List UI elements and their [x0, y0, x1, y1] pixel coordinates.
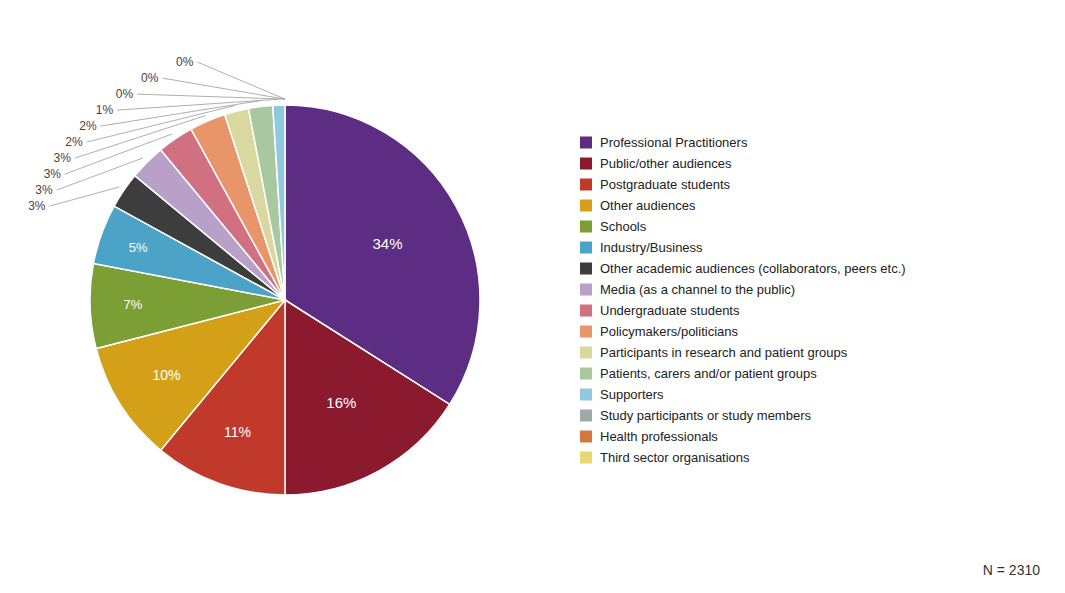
data-labels: 34%16%11%10%7%5%0%0%0%1%2%2%3%3%3%3%	[28, 55, 402, 440]
legend: Professional Practitioners Public/other a…	[580, 135, 906, 465]
data-label: 11%	[224, 424, 251, 440]
legend-swatch	[580, 431, 592, 443]
legend-entry: Participants in research and patient gro…	[600, 345, 848, 360]
pie-slice	[273, 105, 285, 300]
legend-entry: Third sector organisations	[600, 450, 750, 465]
chart: 34%16%11%10%7%5%0%0%0%1%2%2%3%3%3%3%Prof…	[0, 0, 1065, 593]
leader-line	[57, 158, 143, 190]
legend-entry: Undergraduate students	[600, 303, 740, 318]
legend-swatch	[580, 368, 592, 380]
legend-swatch	[580, 221, 592, 233]
legend-entry: Public/other audiences	[600, 156, 732, 171]
legend-entry: Health professionals	[600, 429, 718, 444]
data-label: 7%	[124, 297, 143, 312]
legend-entry: Other academic audiences (collaborators,…	[600, 261, 906, 276]
annotation: N = 2310	[983, 562, 1040, 578]
data-label: 16%	[326, 394, 356, 411]
legend-entry: Other audiences	[600, 198, 696, 213]
pie-slice	[284, 105, 286, 300]
legend-entry: Schools	[600, 219, 647, 234]
legend-swatch	[580, 305, 592, 317]
legend-entry: Supporters	[600, 387, 664, 402]
leader-line	[101, 101, 260, 126]
pie-slice	[285, 300, 450, 495]
legend-entry: Industry/Business	[600, 240, 703, 255]
data-label: 2%	[65, 135, 83, 149]
pie-slice	[248, 105, 285, 300]
legend-swatch	[580, 452, 592, 464]
data-label: 3%	[35, 183, 53, 197]
data-label: 1%	[96, 103, 114, 117]
data-label: 3%	[54, 151, 72, 165]
data-label: 3%	[44, 167, 62, 181]
pie-slice	[284, 105, 286, 300]
data-label: 3%	[28, 199, 46, 213]
legend-swatch	[580, 263, 592, 275]
legend-entry: Study participants or study members	[600, 408, 811, 423]
slices	[90, 105, 480, 495]
legend-swatch	[580, 389, 592, 401]
legend-swatch	[580, 242, 592, 254]
legend-swatch	[580, 179, 592, 191]
background	[0, 0, 1065, 593]
legend-swatch	[580, 158, 592, 170]
legend-swatch	[580, 326, 592, 338]
leader-line	[75, 116, 205, 158]
legend-entry: Professional Practitioners	[600, 135, 748, 150]
legend-entry: Patients, carers and/or patient groups	[600, 366, 817, 381]
legend-swatch	[580, 347, 592, 359]
leader-line	[197, 62, 285, 99]
data-label: 0%	[141, 71, 159, 85]
legend-swatch	[580, 284, 592, 296]
leader-line	[50, 187, 119, 206]
leader-line	[87, 105, 235, 142]
data-label: 5%	[129, 240, 148, 255]
legend-entry: Policymakers/politicians	[600, 324, 738, 339]
data-label: 0%	[116, 87, 134, 101]
leader-line	[162, 78, 285, 99]
leader-line	[137, 94, 285, 99]
data-label: 2%	[79, 119, 97, 133]
legend-swatch	[580, 137, 592, 149]
leader-line	[65, 134, 172, 174]
data-label: 10%	[152, 367, 180, 383]
legend-entry: Media (as a channel to the public)	[600, 282, 795, 297]
legend-swatch	[580, 200, 592, 212]
pie-slice	[284, 105, 286, 300]
legend-swatch	[580, 410, 592, 422]
legend-entry: Postgraduate students	[600, 177, 731, 192]
leader-line	[117, 99, 279, 110]
data-label: 34%	[373, 235, 403, 252]
data-label: 0%	[176, 55, 194, 69]
